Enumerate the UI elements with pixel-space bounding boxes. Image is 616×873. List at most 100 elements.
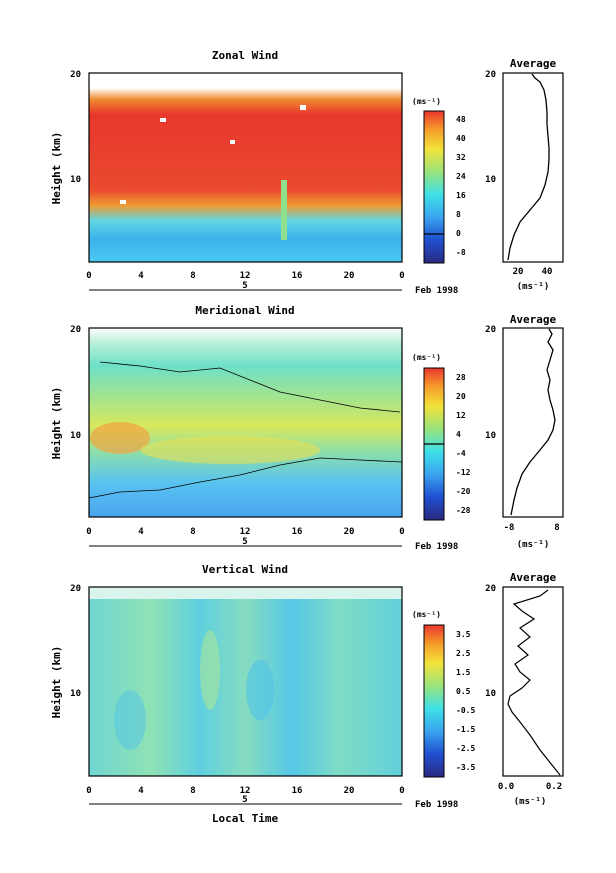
- merid-day-axis: 5 Feb 1998: [89, 537, 458, 552]
- zonal-colorbar: (ms⁻¹) 48 40 32 24 16 8 0 -8: [412, 97, 466, 264]
- merid-avg-title: Average: [510, 313, 557, 326]
- zonal-cb-tick-7: -8: [456, 248, 466, 257]
- merid-avg-xtick-0: -8: [504, 523, 515, 533]
- merid-avg-ytick-10: 10: [485, 431, 496, 441]
- merid-avg-profile: [510, 328, 556, 516]
- merid-day-label: 5: [242, 537, 247, 547]
- vert-xtick-1: 4: [138, 786, 144, 796]
- merid-cb-tick-0: 28: [456, 373, 466, 382]
- zonal-avg-xtick-1: 40: [542, 267, 553, 277]
- zonal-avg-ytick-10: 10: [485, 175, 496, 185]
- zonal-cb-tick-1: 40: [456, 134, 466, 143]
- zonal-average-panel: Average 20 10 20 40 (ms⁻¹): [485, 57, 564, 292]
- vert-avg-xtick-1: 0.2: [546, 782, 562, 792]
- zonal-avg-xtick-0: 20: [513, 267, 524, 277]
- vert-xtick-2: 8: [190, 786, 195, 796]
- merid-y-label: Height (km): [50, 387, 63, 460]
- vert-upper-sparse: [89, 587, 402, 599]
- zonal-x-ticks: 0 4 8 12 16 20 0: [86, 271, 404, 281]
- zonal-xtick-6: 0: [399, 271, 404, 281]
- zonal-avg-ytick-20: 20: [485, 70, 496, 80]
- vert-cb-gradient: [423, 624, 445, 778]
- merid-ytick-20: 20: [70, 325, 81, 335]
- vert-avg-title: Average: [510, 571, 557, 584]
- vert-cb-tick-4: -0.5: [456, 706, 475, 715]
- zonal-cb-tick-0: 48: [456, 115, 466, 124]
- vert-patch-1: [200, 630, 220, 710]
- vert-xtick-3: 12: [240, 786, 251, 796]
- vert-xtick-5: 20: [344, 786, 355, 796]
- vert-avg-xtick-0: 0.0: [498, 782, 514, 792]
- merid-contour-high: [99, 361, 401, 413]
- zonal-xtick-4: 16: [292, 271, 303, 281]
- vert-cb-tick-0: 3.5: [456, 630, 471, 639]
- vert-xtick-4: 16: [292, 786, 303, 796]
- vert-date-label: Feb 1998: [415, 800, 458, 810]
- merid-frame: [88, 327, 403, 518]
- vert-ytick-20: 20: [70, 584, 81, 594]
- vert-cb-tick-3: 0.5: [456, 687, 471, 696]
- zonal-cb-tick-2: 32: [456, 153, 466, 162]
- vert-x-ticks: 0 4 8 12 16 20 0: [86, 786, 404, 796]
- vert-cb-tick-7: -3.5: [456, 763, 475, 772]
- vert-avg-xlabel: (ms⁻¹): [514, 797, 547, 807]
- merid-cb-tick-1: 20: [456, 392, 466, 401]
- vert-title: Vertical Wind: [202, 563, 288, 576]
- zonal-avg-frame: [502, 72, 564, 263]
- zonal-heatmap-field: [89, 73, 402, 262]
- zonal-wind-panel: Zonal Wind 0 4 8 12 16 20 0 20 10 Height…: [50, 49, 564, 296]
- merid-xtick-4: 16: [292, 527, 303, 537]
- merid-xtick-1: 4: [138, 527, 144, 537]
- merid-xtick-5: 20: [344, 527, 355, 537]
- merid-cb-tick-6: -20: [456, 487, 471, 496]
- zonal-speck-3: [300, 105, 306, 110]
- zonal-updraft-stripe: [281, 180, 287, 240]
- zonal-speck-1: [160, 118, 166, 122]
- zonal-xtick-5: 20: [344, 271, 355, 281]
- vert-avg-profile: [507, 589, 561, 776]
- vertical-wind-panel: Vertical Wind 0 4 8 12 16 20 0 20 10 Hei…: [50, 563, 564, 825]
- vert-xtick-6: 0: [399, 786, 404, 796]
- merid-xtick-6: 0: [399, 527, 404, 537]
- merid-yellow-band: [140, 436, 320, 464]
- zonal-xtick-0: 0: [86, 271, 91, 281]
- zonal-cb-unit: (ms⁻¹): [412, 97, 441, 106]
- merid-date-label: Feb 1998: [415, 542, 458, 552]
- merid-title: Meridional Wind: [195, 304, 294, 317]
- zonal-avg-title: Average: [510, 57, 557, 70]
- merid-xtick-2: 8: [190, 527, 195, 537]
- zonal-cb-tick-3: 24: [456, 172, 466, 181]
- vert-avg-ytick-20: 20: [485, 584, 496, 594]
- merid-x-ticks: 0 4 8 12 16 20 0: [86, 527, 404, 537]
- merid-cb-unit: (ms⁻¹): [412, 353, 441, 362]
- merid-avg-xlabel: (ms⁻¹): [517, 540, 550, 550]
- vert-cb-tick-6: -2.5: [456, 744, 475, 753]
- merid-avg-ytick-20: 20: [485, 325, 496, 335]
- zonal-day-axis: 5 Feb 1998: [89, 281, 458, 296]
- zonal-day-label: 5: [242, 281, 247, 291]
- vert-day-axis: 5 Feb 1998: [89, 795, 458, 810]
- merid-cb-tick-3: 4: [456, 430, 461, 439]
- zonal-y-label: Height (km): [50, 132, 63, 205]
- vert-colorbar: (ms⁻¹) 3.5 2.5 1.5 0.5 -0.5 -1.5 -2.5 -3…: [412, 610, 475, 778]
- vert-cb-tick-5: -1.5: [456, 725, 475, 734]
- zonal-date-label: Feb 1998: [415, 286, 458, 296]
- zonal-speck-2: [230, 140, 235, 144]
- local-time-label: Local Time: [212, 812, 279, 825]
- vert-avg-ytick-10: 10: [485, 689, 496, 699]
- merid-y-ticks: 20 10: [70, 325, 81, 441]
- meridional-wind-panel: Meridional Wind 0 4 8 12 16 20 0 20 10 H…: [50, 304, 564, 552]
- vert-cb-tick-2: 1.5: [456, 668, 471, 677]
- vert-day-label: 5: [242, 795, 247, 805]
- merid-cb-tick-7: -28: [456, 506, 471, 515]
- merid-avg-xtick-1: 8: [554, 523, 559, 533]
- zonal-y-ticks: 20 10: [70, 70, 81, 185]
- vert-y-label: Height (km): [50, 646, 63, 719]
- vert-xtick-0: 0: [86, 786, 91, 796]
- merid-heatmap-field: [89, 328, 402, 517]
- vert-frame: [88, 586, 403, 777]
- merid-colorbar: (ms⁻¹) 28 20 12 4 -4 -12 -20 -28: [412, 353, 471, 521]
- zonal-frame: [88, 72, 403, 263]
- zonal-xtick-3: 12: [240, 271, 251, 281]
